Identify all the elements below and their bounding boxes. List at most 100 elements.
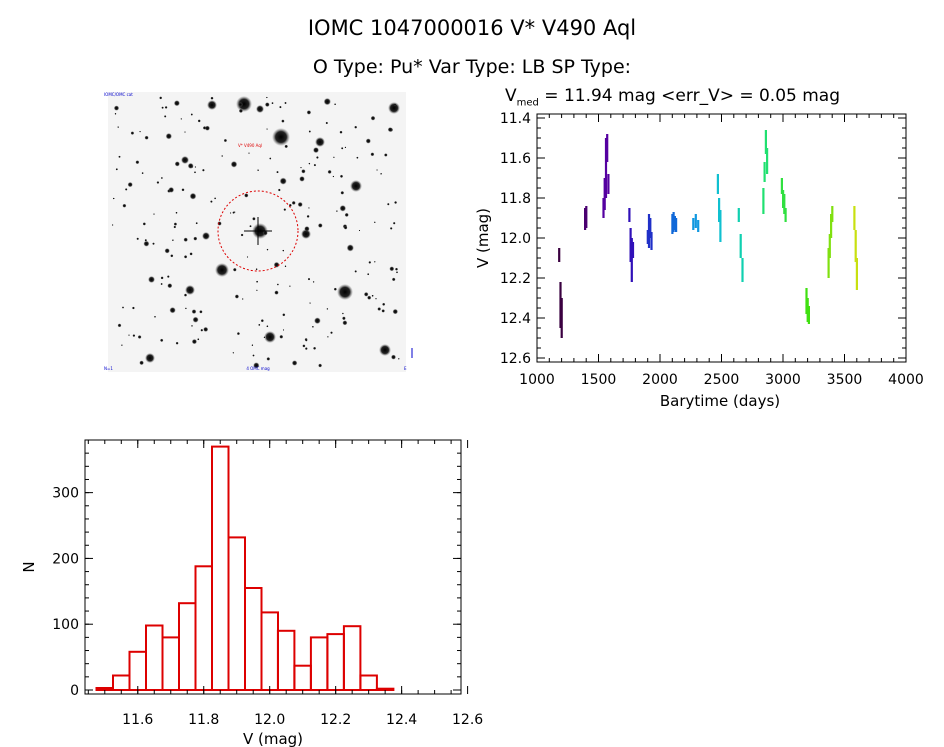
finder-star <box>189 252 193 256</box>
finder-star <box>368 261 372 264</box>
histogram-bar <box>293 664 312 692</box>
histogram-bar <box>112 674 131 691</box>
finder-star <box>193 171 197 174</box>
finder-star <box>203 326 209 332</box>
histogram-frame <box>84 439 462 695</box>
vmed-label: Vmed = 11.94 mag <err_V> = 0.05 mag <box>505 86 840 108</box>
finder-star <box>266 248 269 251</box>
finder-star <box>191 338 198 345</box>
finder-star <box>143 240 150 247</box>
finder-star <box>317 223 323 228</box>
lc-point-cluster <box>763 162 766 182</box>
finder-star <box>160 282 163 286</box>
finder-star <box>342 316 346 321</box>
lc-xtick-label: 2000 <box>642 372 678 388</box>
finder-star <box>202 168 205 172</box>
lc-point-cluster <box>675 218 678 232</box>
lc-point-cluster <box>584 208 587 230</box>
finder-star <box>168 186 175 193</box>
lc-point-cluster <box>603 178 606 210</box>
finder-star <box>152 242 155 245</box>
finder-star <box>380 172 383 175</box>
finder-star <box>367 295 372 300</box>
lc-point-cluster <box>854 230 857 262</box>
finder-star <box>195 222 198 225</box>
finder-star <box>163 115 167 118</box>
lc-point-cluster <box>783 194 786 214</box>
finder-star <box>335 210 338 213</box>
finder-star <box>197 119 201 123</box>
lc-point-cluster <box>671 214 674 234</box>
lc-series-s4 <box>628 208 635 282</box>
target-circle <box>217 190 299 272</box>
finder-star <box>127 181 133 188</box>
finder-star <box>311 325 314 328</box>
finder-star <box>299 176 305 182</box>
finder-star <box>148 276 155 283</box>
finder-star <box>139 130 141 133</box>
hist-ytick-label: 100 <box>52 617 79 633</box>
finder-star <box>306 214 310 218</box>
lc-point-cluster <box>719 210 722 242</box>
lc-xtick-label: 3500 <box>827 372 863 388</box>
finder-star <box>171 239 174 242</box>
finder-star <box>153 315 157 318</box>
finder-star <box>130 131 135 135</box>
finder-star <box>164 105 168 109</box>
finder-star <box>340 147 344 150</box>
lc-point-cluster <box>855 258 858 290</box>
finder-star-bright <box>272 128 290 146</box>
finder-star <box>314 317 321 325</box>
finder-star <box>308 207 310 209</box>
lc-point-cluster <box>830 214 833 238</box>
lc-series-s12 <box>805 288 810 324</box>
finder-star <box>282 329 285 331</box>
finder-star <box>238 102 243 107</box>
finder-star <box>323 97 331 106</box>
lc-point-cluster <box>737 208 740 222</box>
finder-star <box>363 292 369 297</box>
lc-xtick-label: 1000 <box>519 372 555 388</box>
lc-point-cluster <box>739 234 742 258</box>
finder-star <box>271 101 274 105</box>
finder-star <box>115 168 118 171</box>
finder-star <box>169 307 176 314</box>
finder-star <box>260 319 264 323</box>
finder-star <box>232 267 237 272</box>
histogram-ylabel: N <box>20 561 38 572</box>
hist-xtick-label: 12.6 <box>452 712 483 728</box>
lc-point-cluster <box>716 174 719 194</box>
lc-point-cluster <box>806 298 809 322</box>
finder-star <box>327 169 332 174</box>
finder-star <box>257 169 260 172</box>
finder-star <box>306 110 312 115</box>
lc-ytick-label: 12.2 <box>500 271 531 287</box>
finder-corner-bottom-center: 4 OMC mag <box>246 366 270 371</box>
finder-star <box>312 280 315 283</box>
finder-star <box>193 236 198 241</box>
lc-point-cluster <box>559 282 562 328</box>
finder-star <box>279 177 287 185</box>
histogram-bar <box>309 636 329 692</box>
finder-star <box>111 224 114 226</box>
finder-star <box>142 222 146 226</box>
finder-star <box>117 323 122 328</box>
hist-ytick-label: 0 <box>70 683 79 699</box>
vmed-symbol: V <box>505 86 517 106</box>
finder-star <box>265 96 268 99</box>
hist-xtick-label: 12.4 <box>386 712 417 728</box>
finder-star <box>252 354 255 357</box>
finder-star <box>279 105 282 109</box>
finder-star <box>344 146 347 149</box>
finder-star <box>223 138 228 143</box>
lc-point-cluster <box>766 148 769 174</box>
finder-star <box>375 297 377 300</box>
finder-star <box>284 144 289 149</box>
finder-star <box>274 290 279 295</box>
finder-star <box>305 339 308 342</box>
histogram-bar <box>359 674 378 691</box>
lc-point-cluster <box>672 212 675 232</box>
finder-star <box>313 163 317 167</box>
finder-star <box>382 302 386 306</box>
finder-star-bright <box>264 331 276 343</box>
